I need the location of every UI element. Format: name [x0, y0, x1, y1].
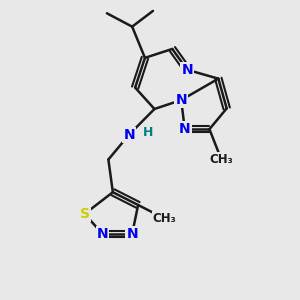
Text: CH₃: CH₃	[209, 153, 233, 166]
Text: N: N	[176, 93, 187, 107]
Text: N: N	[181, 63, 193, 77]
Text: CH₃: CH₃	[152, 212, 176, 225]
Text: S: S	[80, 207, 90, 221]
Text: N: N	[97, 227, 108, 241]
Text: H: H	[143, 126, 154, 139]
Text: N: N	[126, 227, 138, 241]
Text: N: N	[123, 128, 135, 142]
Text: N: N	[179, 122, 190, 136]
